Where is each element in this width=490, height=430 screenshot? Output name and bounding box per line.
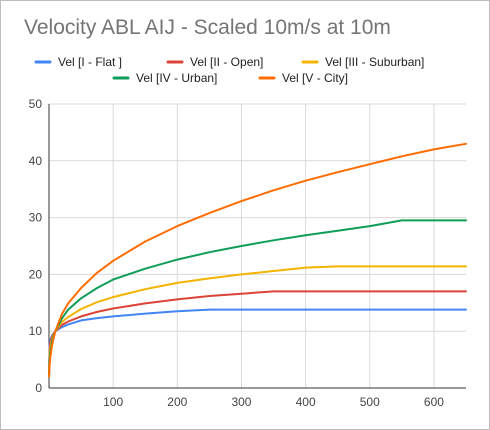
y-tick-label: 0 xyxy=(35,381,42,395)
x-tick-label: 100 xyxy=(103,395,123,409)
series-line-1 xyxy=(48,308,467,378)
x-tick-label: 300 xyxy=(231,395,251,409)
x-tick-label: 600 xyxy=(424,395,444,409)
chart-series xyxy=(48,142,467,378)
x-tick-label: 400 xyxy=(296,395,316,409)
legend-label-3: Vel [III - Suburban] xyxy=(325,55,424,69)
legend-label-1: Vel [I - Flat ] xyxy=(58,55,122,69)
chart-axes: 0 10 20 30 40 50 100 200 300 400 500 600 xyxy=(29,97,466,409)
series-line-2 xyxy=(48,290,467,378)
y-tick-label: 30 xyxy=(29,211,43,225)
y-tick-label: 20 xyxy=(29,267,43,281)
series-line-5 xyxy=(48,142,467,378)
x-tick-label: 500 xyxy=(360,395,380,409)
x-tick-label: 200 xyxy=(167,395,187,409)
chart-title: Velocity ABL AIJ - Scaled 10m/s at 10m xyxy=(24,16,391,39)
chart-gridlines xyxy=(49,103,466,388)
y-tick-label: 40 xyxy=(29,154,43,168)
series-line-3 xyxy=(48,265,467,378)
y-tick-label: 50 xyxy=(29,97,43,111)
y-tick-label: 10 xyxy=(29,324,43,338)
legend-label-2: Vel [II - Open] xyxy=(190,55,263,69)
legend-label-5: Vel [V - City] xyxy=(282,71,348,85)
chart-legend: Vel [I - Flat ] Vel [II - Open] Vel [III -… xyxy=(34,55,424,85)
legend-label-4: Vel [IV - Urban] xyxy=(136,71,217,85)
